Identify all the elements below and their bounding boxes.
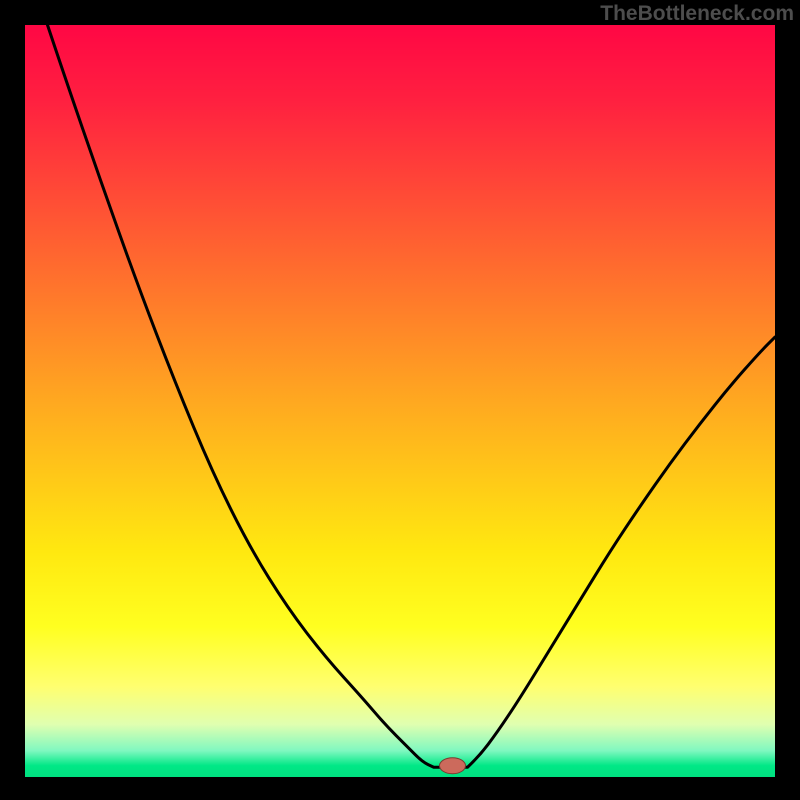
minimum-marker: [440, 758, 466, 774]
chart-container: TheBottleneck.com: [0, 0, 800, 800]
bottleneck-chart: [0, 0, 800, 800]
plot-area: [25, 25, 775, 777]
